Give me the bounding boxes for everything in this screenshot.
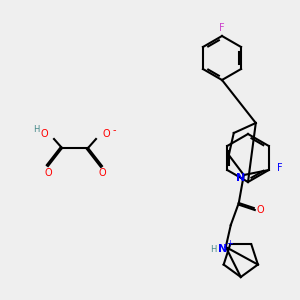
Text: -: -	[112, 125, 116, 135]
Text: H: H	[33, 125, 39, 134]
Text: F: F	[219, 23, 225, 33]
Text: O: O	[44, 168, 52, 178]
Text: N: N	[218, 244, 227, 254]
Text: O: O	[40, 129, 48, 139]
Text: +: +	[226, 238, 233, 247]
Text: O: O	[102, 129, 110, 139]
Text: F: F	[277, 163, 283, 173]
Text: O: O	[257, 205, 265, 215]
Text: O: O	[98, 168, 106, 178]
Text: N: N	[236, 173, 245, 183]
Text: H: H	[211, 244, 217, 253]
